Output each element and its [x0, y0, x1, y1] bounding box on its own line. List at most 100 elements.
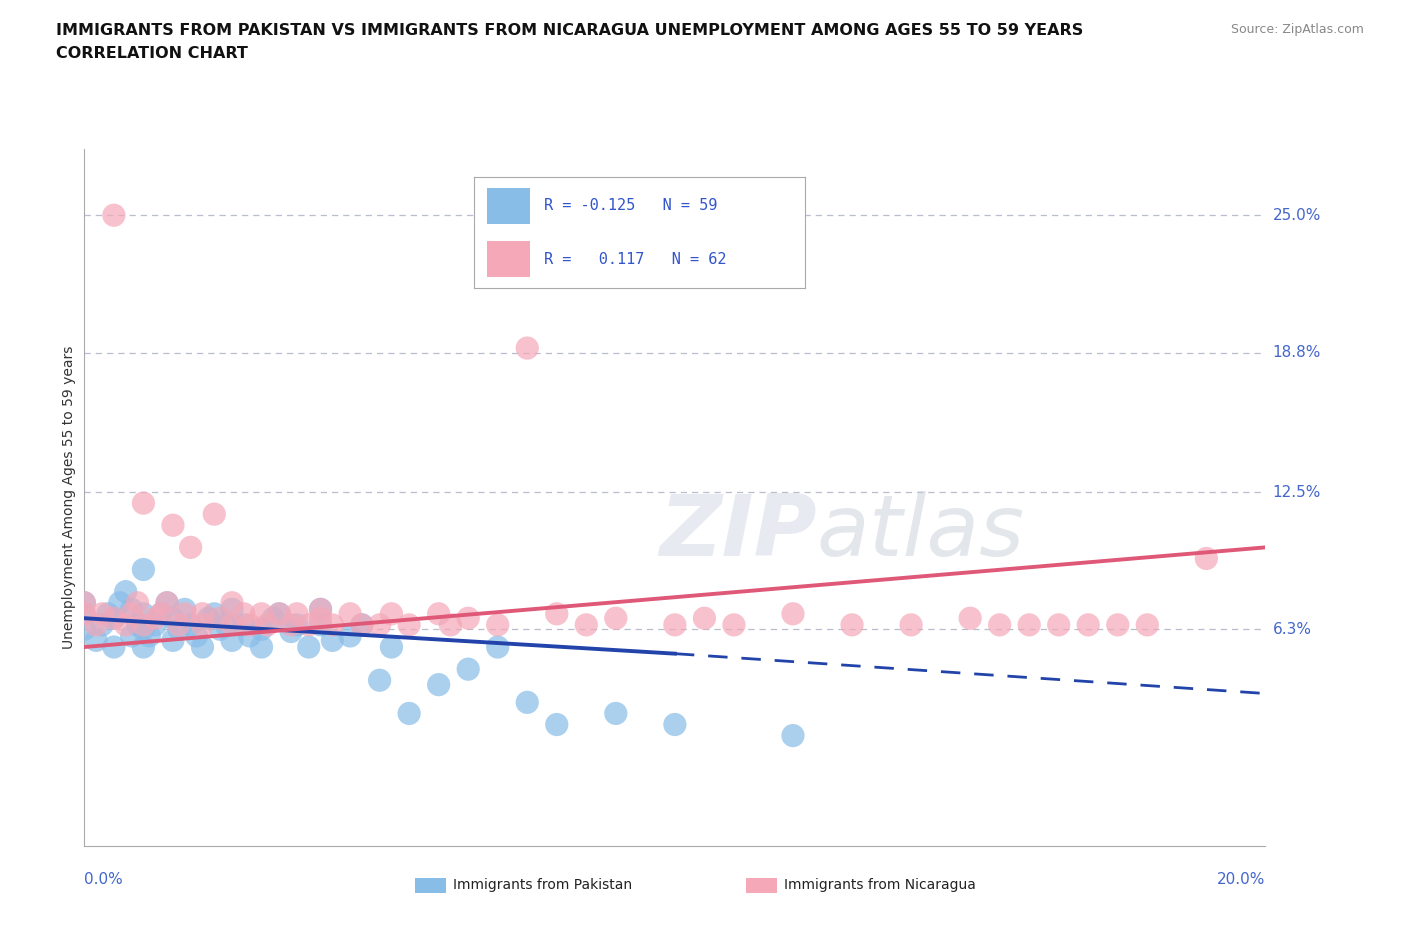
Point: [605, 706, 627, 721]
Point: [380, 606, 402, 621]
Point: [108, 595, 131, 610]
Point: [73, 595, 96, 610]
Point: [209, 611, 232, 626]
Point: [143, 611, 166, 626]
Point: [782, 728, 804, 743]
Point: [73, 606, 96, 621]
Point: [1107, 618, 1129, 632]
Point: [103, 640, 125, 655]
Point: [339, 606, 361, 621]
Text: 20.0%: 20.0%: [1218, 872, 1265, 887]
Point: [309, 602, 332, 617]
Point: [197, 611, 219, 626]
Text: 6.3%: 6.3%: [1272, 622, 1312, 637]
Point: [114, 618, 136, 632]
Point: [180, 540, 202, 555]
Point: [132, 622, 155, 637]
Point: [546, 606, 568, 621]
Point: [173, 606, 195, 621]
Point: [180, 618, 202, 632]
Point: [103, 207, 125, 222]
Point: [575, 618, 598, 632]
Text: 12.5%: 12.5%: [1272, 485, 1320, 499]
Point: [156, 595, 179, 610]
Point: [693, 611, 716, 626]
Point: [298, 618, 321, 632]
Point: [368, 618, 391, 632]
Point: [988, 618, 1011, 632]
Point: [723, 618, 745, 632]
Text: 0.0%: 0.0%: [84, 872, 124, 887]
Point: [664, 717, 686, 732]
Text: Immigrants from Nicaragua: Immigrants from Nicaragua: [783, 878, 976, 893]
Point: [215, 618, 238, 632]
Point: [1136, 618, 1159, 632]
Text: 18.8%: 18.8%: [1272, 345, 1320, 360]
Point: [457, 662, 479, 677]
Point: [309, 618, 332, 632]
Point: [73, 595, 96, 610]
Point: [150, 606, 173, 621]
Point: [132, 496, 155, 511]
Point: [380, 640, 402, 655]
Point: [959, 611, 981, 626]
Point: [191, 640, 214, 655]
Point: [239, 618, 262, 632]
Point: [439, 618, 461, 632]
Point: [427, 606, 450, 621]
Point: [262, 611, 284, 626]
Text: R =   0.117   N = 62: R = 0.117 N = 62: [544, 252, 725, 267]
Point: [368, 672, 391, 687]
Point: [239, 629, 262, 644]
Point: [516, 695, 538, 710]
Point: [191, 618, 214, 632]
Point: [132, 562, 155, 577]
Point: [156, 595, 179, 610]
Point: [143, 618, 166, 632]
Point: [167, 618, 190, 632]
Point: [1018, 618, 1040, 632]
Bar: [488, 188, 530, 223]
Point: [162, 633, 184, 648]
Point: [285, 618, 308, 632]
Point: [221, 602, 243, 617]
Point: [202, 507, 225, 522]
Point: [250, 606, 273, 621]
Point: [250, 640, 273, 655]
Text: IMMIGRANTS FROM PAKISTAN VS IMMIGRANTS FROM NICARAGUA UNEMPLOYMENT AMONG AGES 55: IMMIGRANTS FROM PAKISTAN VS IMMIGRANTS F…: [56, 23, 1084, 38]
Point: [103, 611, 125, 626]
Point: [321, 633, 343, 648]
Point: [250, 622, 273, 637]
Point: [73, 622, 96, 637]
Point: [127, 595, 149, 610]
Point: [138, 629, 160, 644]
Text: Source: ZipAtlas.com: Source: ZipAtlas.com: [1230, 23, 1364, 36]
Point: [91, 606, 114, 621]
Point: [162, 611, 184, 626]
Point: [1077, 618, 1099, 632]
Point: [84, 633, 107, 648]
Point: [121, 606, 143, 621]
Bar: [488, 242, 530, 277]
Point: [605, 611, 627, 626]
Point: [186, 629, 208, 644]
Point: [162, 518, 184, 533]
Point: [398, 618, 420, 632]
Point: [221, 595, 243, 610]
Point: [132, 640, 155, 655]
Point: [114, 584, 136, 599]
Point: [191, 606, 214, 621]
Point: [398, 706, 420, 721]
Point: [132, 606, 155, 621]
Point: [516, 340, 538, 355]
Point: [457, 611, 479, 626]
Point: [73, 606, 96, 621]
Point: [546, 717, 568, 732]
Point: [1195, 551, 1218, 565]
Point: [256, 618, 278, 632]
Point: [132, 618, 155, 632]
Point: [91, 618, 114, 632]
Point: [664, 618, 686, 632]
Point: [269, 606, 291, 621]
Point: [280, 618, 302, 632]
